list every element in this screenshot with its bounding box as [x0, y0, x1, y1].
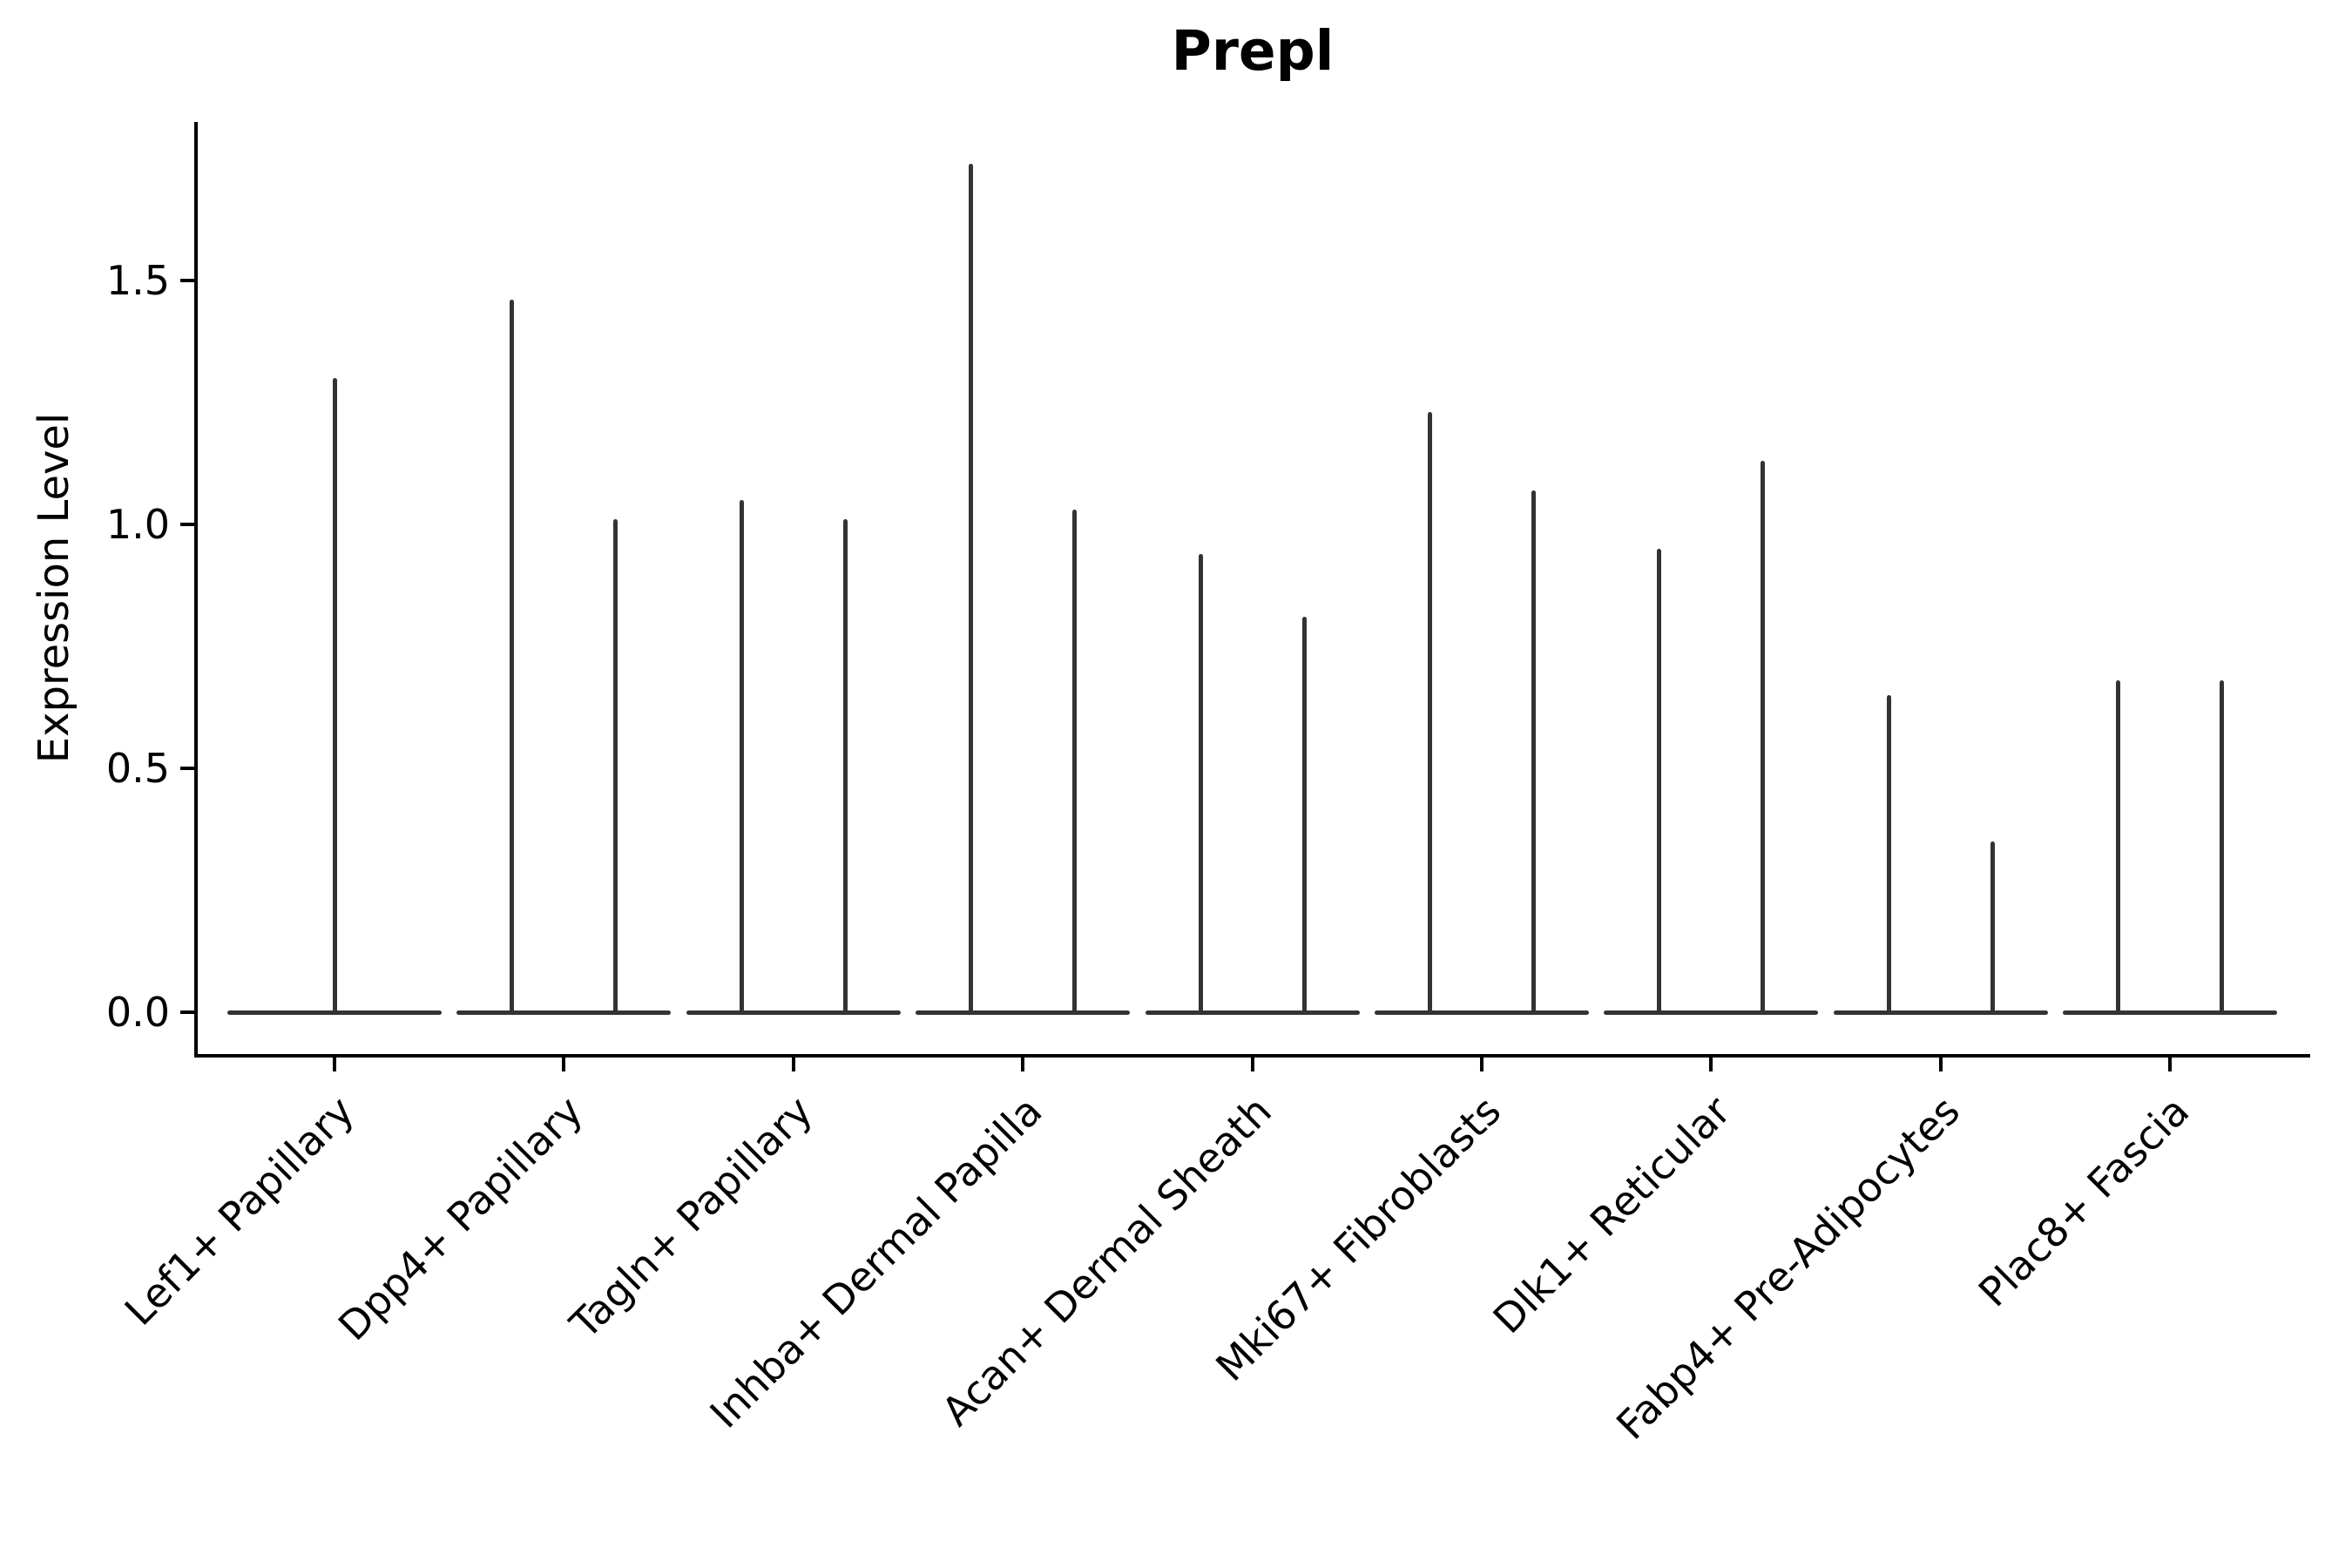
chart-title: Prepl	[1171, 19, 1335, 83]
violin-baseline	[686, 1010, 901, 1015]
y-tick-label: 0.5	[105, 745, 170, 792]
x-tick-label: Tagln+ Papillary	[561, 1087, 821, 1348]
x-tick	[562, 1058, 566, 1071]
violin-baseline	[1604, 1010, 1819, 1015]
x-tick	[2168, 1058, 2173, 1071]
x-tick-label: Dlk1+ Reticular	[1484, 1087, 1740, 1343]
violin-baseline	[916, 1010, 1131, 1015]
violin-baseline	[456, 1010, 672, 1015]
violin-spike	[2220, 680, 2225, 1015]
violin-spike	[1886, 695, 1891, 1015]
violin-spike	[1427, 412, 1432, 1015]
x-tick	[1709, 1058, 1713, 1071]
x-tick	[333, 1058, 336, 1071]
x-tick-label: Lef1+ Papillary	[115, 1087, 363, 1335]
violin-baseline	[1145, 1010, 1360, 1015]
x-tick	[1480, 1058, 1484, 1071]
violin-spike	[613, 519, 618, 1015]
y-tick-label: 0.0	[105, 989, 170, 1036]
violin-spike	[739, 500, 744, 1015]
violin-spike	[1198, 553, 1203, 1015]
x-tick-label: Dpp4+ Papillary	[329, 1087, 592, 1350]
violin-spike	[1990, 841, 1995, 1015]
violin-spike	[2116, 680, 2121, 1015]
violin-spike	[332, 378, 337, 1015]
y-tick	[180, 279, 194, 282]
y-tick	[180, 523, 194, 526]
x-tick-label: Plac8+ Fascia	[1969, 1087, 2199, 1316]
y-tick-label: 1.0	[105, 501, 170, 548]
violin-baseline	[2063, 1010, 2278, 1015]
x-tick	[791, 1058, 795, 1071]
x-tick	[1250, 1058, 1254, 1071]
violin-spike	[1531, 490, 1537, 1015]
violin-spike	[1072, 510, 1078, 1015]
x-tick	[1938, 1058, 1943, 1071]
violin-spike	[1301, 617, 1307, 1015]
violin-baseline	[1375, 1010, 1589, 1015]
violin-baseline	[1833, 1010, 2048, 1015]
y-tick	[180, 767, 194, 770]
x-axis-spine	[194, 1054, 2310, 1058]
y-axis-label: Expression Level	[30, 412, 78, 764]
violin-spike	[510, 300, 515, 1015]
violin-spike	[1657, 549, 1662, 1015]
y-tick-label: 1.5	[105, 257, 170, 304]
x-tick	[1021, 1058, 1025, 1071]
violin-spike	[842, 519, 848, 1015]
y-axis-spine	[194, 122, 198, 1058]
y-tick	[180, 1010, 194, 1014]
violin-spike	[1761, 461, 1766, 1015]
violin-spike	[969, 163, 974, 1015]
